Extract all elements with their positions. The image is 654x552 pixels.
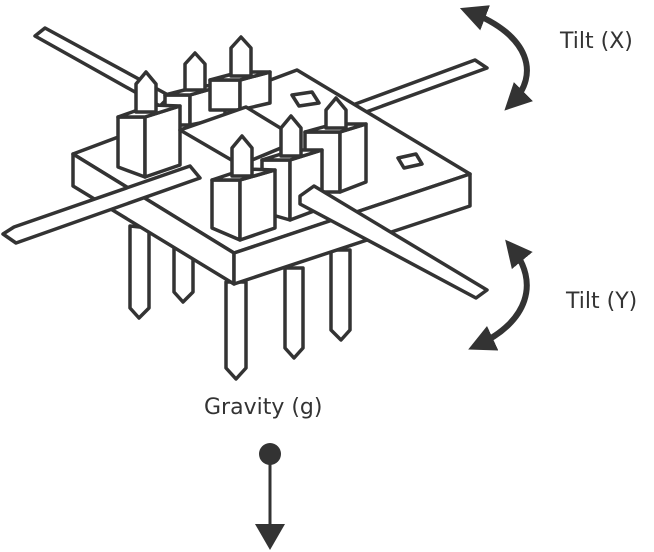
pin-front-left (1, 164, 202, 245)
pin-back-right (348, 58, 489, 118)
gravity-arrowhead (255, 524, 285, 550)
gravity-arrow (255, 443, 285, 550)
bottom-pin (128, 224, 151, 320)
bottom-pin (283, 266, 305, 360)
tilt-y-arrow (468, 239, 533, 351)
tilt-y-label: Tilt (Y) (565, 289, 637, 314)
tilt-x-label: Tilt (X) (559, 29, 633, 54)
header-front (210, 134, 277, 242)
board-slot (290, 90, 321, 108)
bottom-pins (128, 224, 352, 381)
header-left (116, 70, 182, 179)
board-slot (396, 152, 424, 170)
gravity-label: Gravity (g) (204, 395, 322, 420)
tilt-x-arrow (459, 5, 533, 111)
header-rear-right (208, 35, 272, 112)
bottom-pin (329, 248, 352, 342)
bottom-pin (224, 280, 248, 381)
